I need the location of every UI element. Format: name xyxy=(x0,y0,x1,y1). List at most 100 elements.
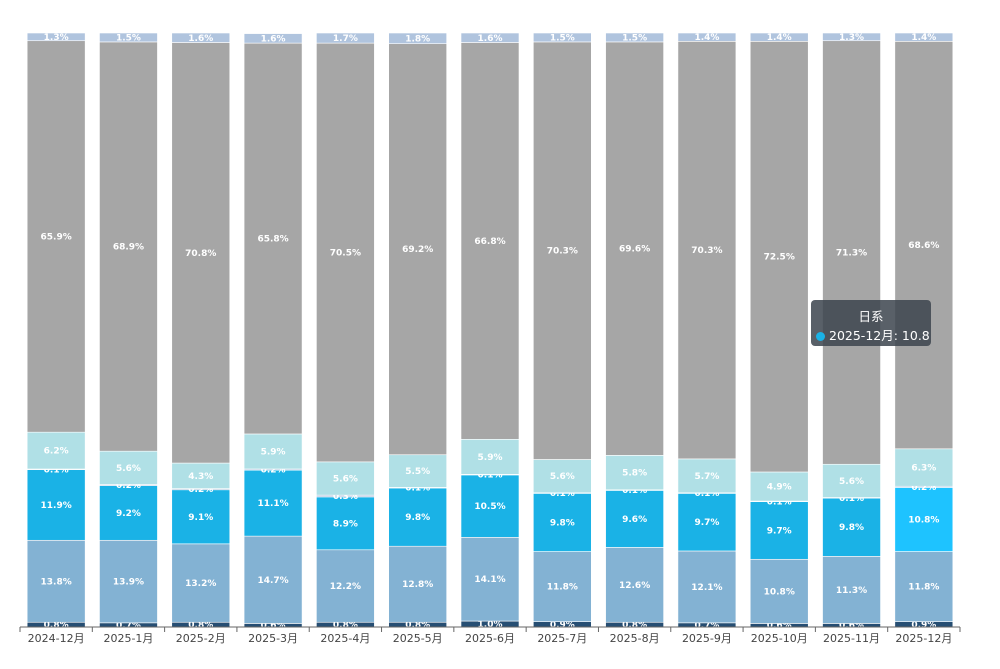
data-label: 0.8% xyxy=(405,621,430,631)
data-label: 0.2% xyxy=(261,466,286,476)
x-tick-label: 2025-12月 xyxy=(895,632,952,645)
data-label: 5.6% xyxy=(839,477,864,487)
bar-segment xyxy=(460,438,520,475)
bar-segment xyxy=(822,40,881,465)
bar-segment xyxy=(822,463,881,498)
bar-segment xyxy=(171,489,231,545)
bar-segment xyxy=(316,42,375,463)
data-label: 9.8% xyxy=(405,513,430,523)
bar-segment xyxy=(316,549,375,623)
data-label: 70.3% xyxy=(547,247,578,257)
bar-segment xyxy=(99,32,158,43)
data-label: 11.3% xyxy=(836,586,867,596)
data-label: 0.6% xyxy=(767,621,792,631)
bar-segment xyxy=(388,545,447,623)
data-label: 10.8% xyxy=(908,515,939,525)
x-tick-label: 2025-8月 xyxy=(610,632,660,645)
data-label: 12.6% xyxy=(619,581,650,591)
data-label: 65.8% xyxy=(257,235,288,245)
x-tick-label: 2025-9月 xyxy=(682,632,732,645)
data-label: 9.8% xyxy=(839,523,864,533)
data-label: 13.9% xyxy=(113,578,144,588)
bar-segment xyxy=(460,42,520,440)
x-tick-label: 2025-4月 xyxy=(320,632,370,645)
bar-segment xyxy=(749,32,809,42)
data-label: 70.5% xyxy=(330,248,361,258)
data-label: 0.8% xyxy=(44,621,69,631)
bar-segment xyxy=(243,433,303,470)
data-label: 0.8% xyxy=(622,621,647,631)
bar-segment xyxy=(894,487,954,552)
data-label: 13.8% xyxy=(41,577,72,587)
data-label: 5.9% xyxy=(478,453,503,463)
data-label: 1.8% xyxy=(405,34,430,44)
x-tick-label: 2025-11月 xyxy=(823,632,880,645)
data-label: 6.2% xyxy=(44,447,69,457)
data-label: 4.9% xyxy=(767,483,792,493)
bar-segment xyxy=(99,41,158,452)
data-label: 66.8% xyxy=(474,237,505,247)
data-label: 11.8% xyxy=(547,583,578,593)
tooltip: 日系 2025-12月: 10.8 xyxy=(811,300,931,346)
data-label: 9.1% xyxy=(188,513,213,523)
bar-segment xyxy=(316,32,375,44)
bar-segment xyxy=(677,493,737,552)
bar-segment xyxy=(99,450,158,485)
data-label: 1.7% xyxy=(333,34,358,44)
data-label: 12.2% xyxy=(330,582,361,592)
data-label: 9.8% xyxy=(550,518,575,528)
bar-segment xyxy=(749,471,809,502)
bar-segment xyxy=(605,490,664,548)
data-label: 0.7% xyxy=(694,621,719,631)
bar-segment xyxy=(749,41,809,473)
bar-segment xyxy=(316,461,375,496)
data-label: 0.8% xyxy=(333,621,358,631)
data-label: 0.2% xyxy=(188,485,213,495)
data-label: 1.5% xyxy=(550,33,575,43)
x-tick-label: 2025-5月 xyxy=(393,632,443,645)
bar-segment xyxy=(171,462,231,489)
bar-segment xyxy=(605,41,664,456)
bar-segment xyxy=(243,535,303,624)
data-label: 1.3% xyxy=(44,33,69,43)
data-label: 11.8% xyxy=(908,583,939,593)
data-label: 1.6% xyxy=(188,34,213,44)
data-label: 5.5% xyxy=(405,467,430,477)
data-label: 10.5% xyxy=(474,502,505,512)
data-label: 0.9% xyxy=(550,620,575,630)
data-label: 5.6% xyxy=(116,464,141,474)
bar-segment xyxy=(533,493,592,552)
data-label: 14.7% xyxy=(257,576,288,586)
data-label: 0.1% xyxy=(767,497,792,507)
bar-segment xyxy=(822,556,881,624)
data-label: 1.5% xyxy=(116,33,141,43)
data-label: 10.8% xyxy=(764,587,795,597)
data-label: 11.9% xyxy=(41,501,72,511)
bar-segment xyxy=(388,454,447,488)
data-label: 12.1% xyxy=(691,583,722,593)
data-label: 8.9% xyxy=(333,519,358,529)
bar-segment xyxy=(26,431,86,470)
data-label: 0.1% xyxy=(405,484,430,494)
bar-segment xyxy=(460,32,520,43)
bar-segment xyxy=(388,32,447,44)
data-label: 12.8% xyxy=(402,580,433,590)
bar-segment xyxy=(605,455,664,491)
bar-segment xyxy=(677,41,737,460)
data-label: 13.2% xyxy=(185,579,216,589)
data-label: 70.3% xyxy=(691,246,722,256)
data-label: 1.4% xyxy=(911,33,936,43)
data-label: 1.5% xyxy=(622,33,647,43)
data-label: 9.7% xyxy=(767,526,792,536)
data-label: 6.3% xyxy=(911,464,936,474)
data-label: 4.3% xyxy=(188,472,213,482)
data-label: 0.1% xyxy=(622,486,647,496)
x-tick-label: 2025-6月 xyxy=(465,632,515,645)
bar-segment xyxy=(243,42,303,435)
data-label: 1.6% xyxy=(478,34,503,44)
bar-segment xyxy=(533,32,592,43)
data-label: 0.1% xyxy=(694,489,719,499)
tooltip-value: 2025-12月: 10.8 xyxy=(829,328,930,343)
x-tick-label: 2025-1月 xyxy=(103,632,153,645)
